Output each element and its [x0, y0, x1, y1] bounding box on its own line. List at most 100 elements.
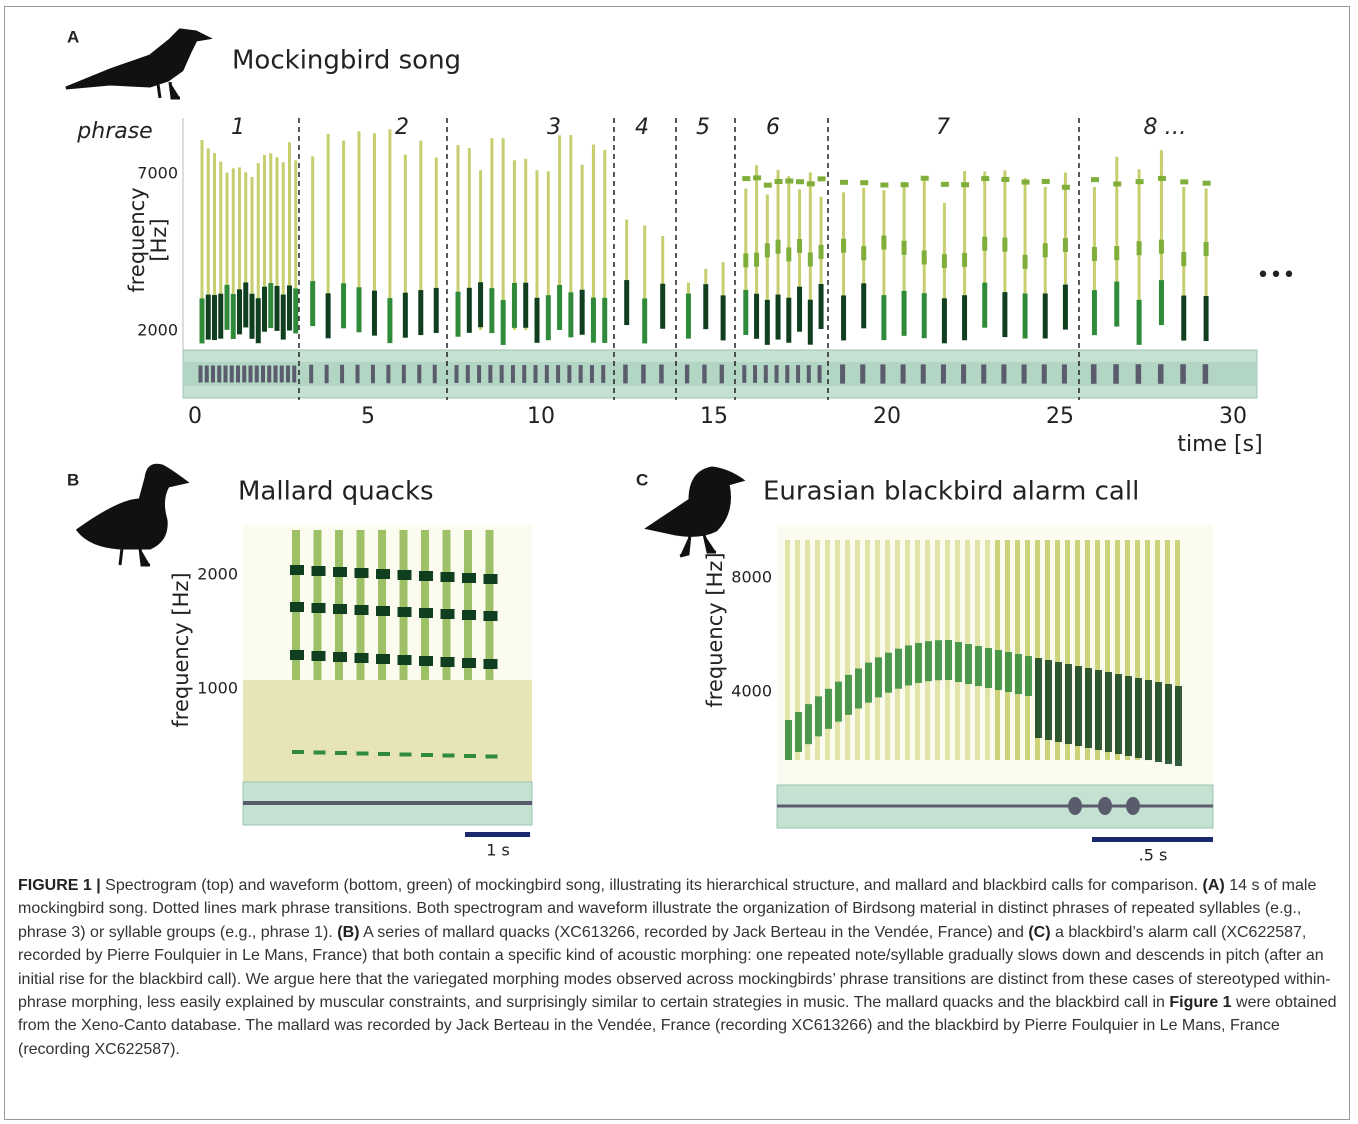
syllable: [268, 283, 274, 329]
waveform: [477, 365, 482, 383]
syllable-mid: [797, 238, 803, 253]
syllable: [703, 284, 709, 330]
syllable: [590, 297, 596, 343]
waveform: [248, 365, 253, 383]
caption-text: Spectrogram (top) and waveform (bottom, …: [100, 877, 1203, 894]
phrase-number: 7: [936, 115, 950, 140]
syllable: [293, 288, 299, 334]
harmonic: [333, 604, 347, 614]
syllable-mid: [1062, 238, 1068, 253]
waveform: [641, 364, 646, 384]
syllable: [478, 282, 484, 328]
syllable: [754, 293, 760, 339]
waveform: [1021, 364, 1027, 384]
waveform: [753, 365, 758, 383]
note-core: [1045, 660, 1052, 741]
waveform: [533, 365, 538, 383]
x-tick-label: 15: [700, 404, 728, 429]
harmonic: [483, 659, 498, 669]
syllable-mid: [861, 246, 867, 261]
waveform: [223, 365, 228, 383]
syllable: [281, 162, 285, 300]
syllable: [982, 282, 988, 328]
harmonic: [290, 650, 304, 660]
x-label: time [s]: [1177, 432, 1262, 457]
waveform: [1135, 364, 1142, 384]
syllable: [535, 170, 539, 330]
waveform: [1113, 364, 1119, 384]
note: [1175, 540, 1180, 760]
note-core: [1055, 662, 1062, 743]
harmonic: [354, 653, 369, 663]
syllable: [1158, 280, 1164, 326]
note-core: [785, 720, 792, 760]
syllable: [557, 284, 563, 330]
syllable-high: [920, 175, 929, 181]
note-core: [965, 644, 972, 685]
syllable: [1114, 281, 1120, 327]
waveform: [1001, 364, 1007, 384]
y-tick-label: 1000: [197, 679, 238, 698]
note-core: [955, 642, 962, 683]
syllable: [250, 176, 254, 300]
syllable: [1062, 284, 1068, 330]
harmonic: [376, 654, 390, 664]
syllable: [288, 142, 291, 300]
fundamental: [378, 752, 390, 756]
syllable: [311, 156, 315, 320]
note-core: [975, 646, 982, 687]
syllable: [743, 289, 749, 335]
note-core: [895, 648, 902, 689]
syllable-high: [742, 176, 751, 182]
waveform: [817, 365, 822, 383]
note-core: [1145, 680, 1152, 761]
syllable-mid: [807, 252, 813, 267]
waveform-burst: [1126, 797, 1140, 815]
waveform: [1061, 364, 1067, 384]
y-label: frequency [Hz]: [169, 572, 193, 727]
note-core: [825, 688, 832, 729]
syllable: [524, 158, 528, 330]
waveform: [1202, 364, 1209, 384]
syllable: [624, 280, 630, 326]
figure: A Mockingbird song phrase frequency [Hz]…: [65, 27, 1295, 865]
caption-text: (B): [337, 923, 360, 941]
fundamental: [399, 752, 412, 757]
waveform: [940, 364, 946, 384]
syllable-mid: [982, 236, 988, 251]
syllable: [256, 163, 260, 300]
scale-label: 1 s: [486, 841, 510, 860]
syllable: [545, 295, 551, 341]
harmonic: [440, 572, 455, 582]
waveform: [774, 365, 779, 383]
syllable-mid: [743, 253, 749, 268]
syllable: [326, 133, 330, 320]
syllable: [341, 283, 347, 329]
syllable-mid: [901, 240, 907, 255]
note-core: [805, 704, 812, 745]
fundamental: [356, 751, 369, 756]
waveform-burst: [1068, 797, 1082, 815]
syllable: [456, 145, 460, 330]
note: [1155, 540, 1160, 760]
syllable: [625, 219, 629, 320]
syllable: [342, 140, 346, 320]
mockingbird-icon: [65, 28, 213, 100]
caption-text: were obtained from the Xeno-Canto databa…: [18, 994, 1337, 1058]
harmonic: [290, 602, 304, 612]
syllable: [455, 291, 461, 337]
harmonic: [311, 603, 326, 613]
syllable: [434, 157, 438, 320]
phrase-number: 4: [635, 115, 649, 140]
syllable: [558, 135, 562, 330]
phrase-number: 6: [766, 115, 780, 140]
syllable: [523, 282, 529, 328]
syllable: [238, 167, 241, 300]
syllable: [255, 298, 261, 344]
quack: [399, 530, 408, 680]
waveform: [488, 365, 493, 383]
note-core: [1085, 668, 1092, 749]
harmonic: [311, 651, 326, 661]
syllable: [205, 294, 211, 340]
syllable: [818, 283, 824, 329]
